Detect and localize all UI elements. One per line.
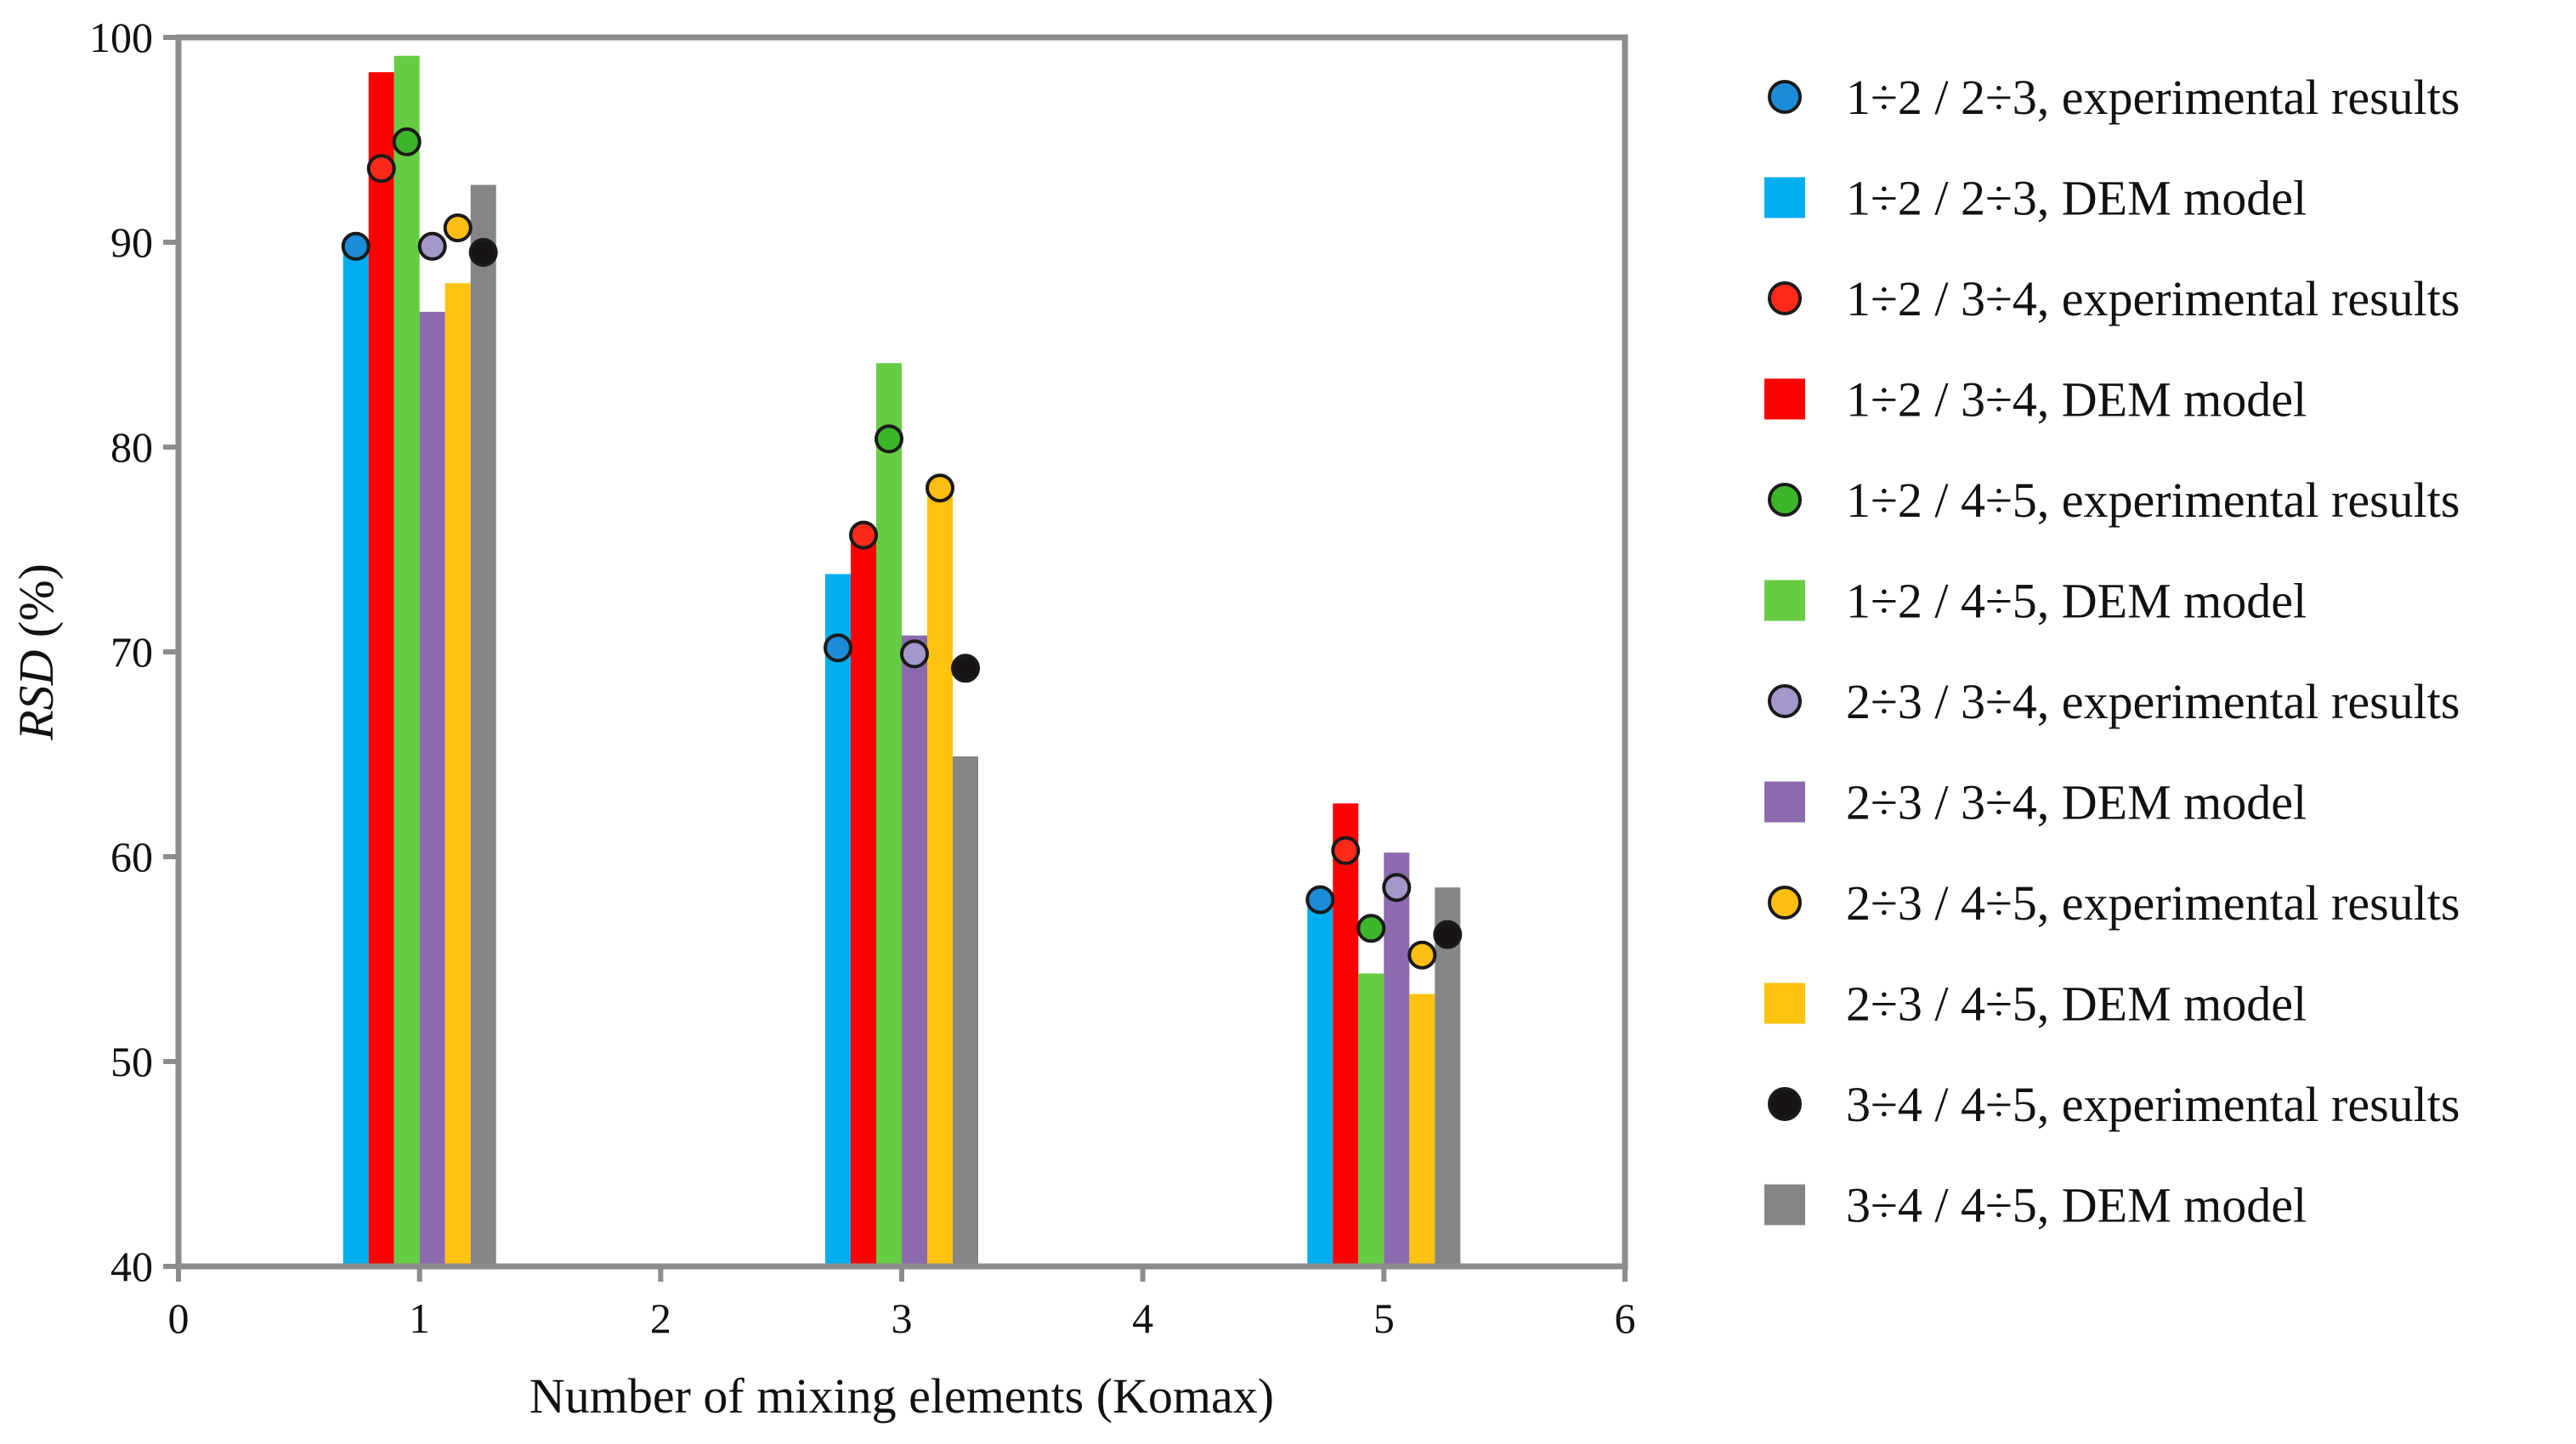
legend-marker-exp-5	[1768, 886, 1802, 920]
marker-series-5-x5	[1407, 940, 1437, 970]
y-tick-label-70: 70	[110, 628, 153, 676]
marker-series-5-x3	[926, 473, 954, 503]
legend-label-dem-2: 1÷2 / 3÷4, DEM model	[1846, 372, 2307, 428]
marker-series-5-x1	[443, 213, 473, 243]
y-tick-label-40: 40	[110, 1243, 153, 1290]
bar-series-5-x3	[927, 488, 953, 1266]
x-axis-title: Number of mixing elements (Komax)	[529, 1368, 1274, 1424]
x-tick-label-0: 0	[168, 1294, 190, 1342]
marker-series-3-x5	[1356, 914, 1386, 943]
bar-series-1-x3	[825, 574, 851, 1266]
y-axis-title: RSD (%)	[8, 563, 64, 741]
marker-series-1-x5	[1305, 885, 1335, 915]
y-tick-label-100: 100	[89, 14, 153, 61]
legend-swatch-dem-4	[1764, 781, 1805, 823]
bar-series-4-x1	[419, 311, 445, 1266]
x-tick-label-4: 4	[1132, 1294, 1153, 1342]
bar-series-1-x1	[343, 246, 369, 1266]
legend-label-exp-2: 1÷2 / 3÷4, experimental results	[1846, 271, 2460, 326]
bar-series-4-x5	[1384, 852, 1410, 1266]
marker-series-6-x1	[468, 238, 498, 267]
x-tick-label-2: 2	[650, 1294, 671, 1342]
bar-series-1-x5	[1307, 902, 1333, 1266]
legend-label-exp-1: 1÷2 / 2÷3, experimental results	[1846, 70, 2460, 125]
x-axis-ticks: 0 1 2 3 4 5 6	[168, 1266, 1636, 1342]
legend-label-dem-1: 1÷2 / 2÷3, DEM model	[1846, 171, 2307, 226]
bar-series-5-x5	[1409, 994, 1435, 1266]
x-tick-label-5: 5	[1373, 1294, 1395, 1342]
marker-series-6-x5	[1433, 920, 1463, 949]
legend-marker-exp-2	[1768, 281, 1802, 315]
marker-series-3-x1	[392, 127, 422, 156]
bar-series-2-x3	[851, 533, 876, 1266]
legend-label-dem-4: 2÷3 / 3÷4, DEM model	[1846, 775, 2307, 830]
y-tick-label-80: 80	[110, 423, 153, 471]
marker-series-1-x1	[341, 231, 371, 261]
bar-series-2-x1	[368, 72, 394, 1266]
y-axis-title-variable: RSD	[8, 649, 64, 740]
bar-series-3-x5	[1358, 973, 1384, 1266]
legend-label-exp-4: 2÷3 / 3÷4, experimental results	[1846, 674, 2460, 729]
legend-swatch-dem-3	[1764, 580, 1805, 621]
bar-series-6-x3	[953, 756, 978, 1266]
legend-label-dem-5: 2÷3 / 4÷5, DEM model	[1846, 977, 2307, 1032]
bar-series-3-x3	[876, 363, 902, 1267]
bar-series-6-x1	[470, 184, 496, 1266]
bar-series-4-x3	[902, 635, 927, 1266]
x-tick-label-3: 3	[892, 1294, 913, 1342]
legend-label-dem-6: 3÷4 / 4÷5, DEM model	[1846, 1178, 2307, 1233]
bar-series-3-x1	[393, 55, 420, 1267]
legend-swatch-dem-1	[1764, 177, 1805, 218]
marker-series-3-x3	[875, 424, 903, 454]
legend-marker-exp-6	[1768, 1087, 1802, 1121]
legend-swatch-dem-6	[1764, 1184, 1805, 1226]
legend: 1÷2 / 2÷3, experimental results 1÷2 / 2÷3…	[1764, 70, 2460, 1233]
legend-swatch-dem-5	[1764, 982, 1805, 1024]
bar-series-2-x5	[1333, 803, 1359, 1266]
y-axis-ticks: 40 50 60 70 80 90 100	[89, 14, 178, 1290]
marker-series-4-x1	[417, 231, 447, 261]
marker-series-2-x3	[849, 520, 878, 550]
marker-series-1-x3	[824, 633, 852, 663]
legend-label-exp-5: 2÷3 / 4÷5, experimental results	[1846, 875, 2460, 931]
markers-layer	[341, 127, 1463, 970]
y-axis-title-unit: (%)	[8, 563, 64, 649]
legend-marker-exp-4	[1768, 684, 1802, 718]
legend-label-exp-6: 3÷4 / 4÷5, experimental results	[1846, 1077, 2460, 1132]
marker-series-4-x5	[1382, 873, 1412, 903]
x-tick-label-1: 1	[409, 1294, 430, 1342]
y-tick-label-50: 50	[110, 1038, 153, 1085]
bar-series-6-x5	[1435, 887, 1461, 1266]
marker-series-2-x1	[366, 154, 396, 184]
legend-marker-exp-1	[1768, 80, 1802, 114]
legend-swatch-dem-2	[1764, 378, 1805, 420]
legend-label-exp-3: 1÷2 / 4÷5, experimental results	[1846, 473, 2460, 528]
legend-label-dem-3: 1÷2 / 4÷5, DEM model	[1846, 574, 2307, 629]
bar-series-5-x1	[444, 283, 471, 1267]
y-tick-label-90: 90	[110, 218, 153, 266]
marker-series-6-x3	[951, 654, 980, 683]
y-tick-label-60: 60	[110, 833, 153, 881]
bars-layer	[343, 55, 1461, 1267]
x-tick-label-6: 6	[1615, 1294, 1636, 1342]
legend-marker-exp-3	[1768, 483, 1802, 517]
marker-series-2-x5	[1331, 835, 1361, 865]
marker-series-4-x3	[900, 639, 929, 669]
